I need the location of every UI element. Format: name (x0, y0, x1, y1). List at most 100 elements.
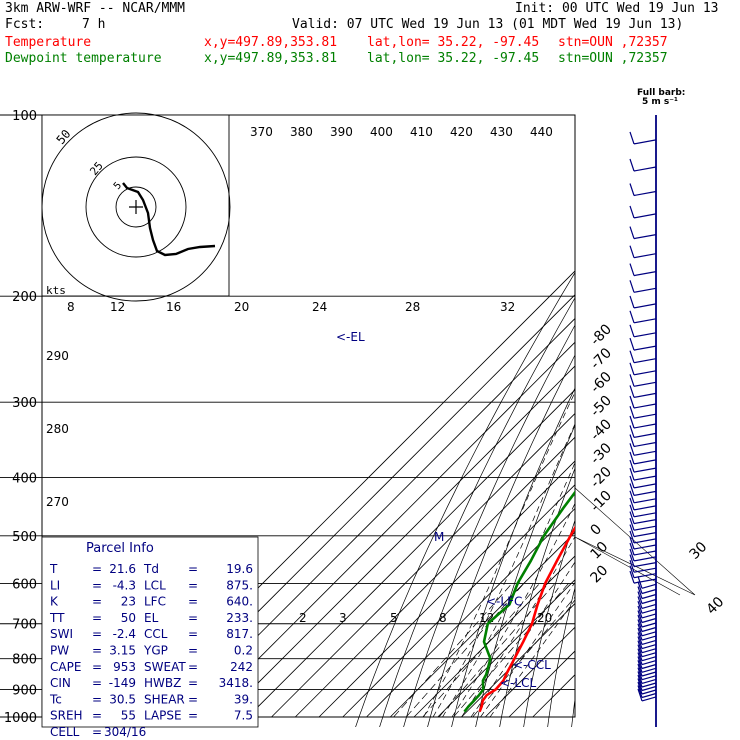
level-annotation: <-LCL (500, 676, 536, 690)
parcel-label: TT (49, 611, 65, 625)
parcel-value: 817. (226, 627, 253, 641)
theta-label: 430 (490, 125, 513, 139)
forecast-hour: 7 h (82, 17, 106, 32)
pressure-tick-label: 1000 (4, 711, 37, 726)
pressure-tick-label: 300 (12, 396, 37, 411)
dewpoint-line (463, 490, 575, 713)
forecast-label: Fcst: (5, 17, 45, 32)
parcel-cell-label: CELL (50, 725, 80, 739)
parcel-label: HWBZ (144, 676, 181, 690)
mixing-ratio-label: 12 (479, 611, 494, 625)
parcel-value: 55 (121, 709, 136, 723)
hodograph-ring-label: 5 (112, 180, 124, 192)
wind-barb (637, 596, 657, 609)
hodograph-ring (85, 156, 187, 258)
wind-barb (629, 530, 657, 544)
isotherm-label: -70 (588, 345, 615, 372)
parcel-equals: = (188, 562, 198, 576)
isotherm-line (294, 436, 575, 718)
dry-adiabat (355, 271, 575, 727)
parcel-value: 19.6 (226, 562, 253, 576)
parcel-label: SWEAT (144, 660, 186, 674)
dry-adiabat (379, 297, 575, 727)
wind-barb (629, 415, 657, 429)
dry-adiabat (644, 115, 740, 730)
wind-barb (637, 681, 657, 695)
isotherm-line (366, 507, 575, 718)
wind-barb (629, 443, 657, 456)
hodo-speed-label: 28 (405, 300, 420, 314)
temp-legend-stn: stn=OUN ,72357 (558, 35, 668, 50)
wind-barb (629, 524, 657, 538)
isotherm-line (271, 412, 575, 718)
wind-barb (629, 467, 657, 481)
parcel-value: 7.5 (234, 709, 253, 723)
dry-adiabat (668, 115, 740, 730)
barb-legend-title: Full barb: (637, 88, 685, 98)
wind-barb (637, 656, 657, 670)
dry-adiabat (595, 115, 740, 730)
wind-barb (629, 459, 657, 473)
wind-barb (629, 548, 657, 562)
hodo-speed-label: 20 (234, 300, 249, 314)
moist-adiabat (423, 391, 575, 718)
wind-barb (629, 226, 657, 240)
moist-adiabat (480, 581, 575, 718)
isotherm-line (484, 626, 575, 718)
profiles (463, 490, 575, 713)
wind-barb (629, 350, 657, 364)
wind-barb (629, 280, 657, 293)
wind-barb (629, 310, 657, 324)
isotherm-line (413, 555, 575, 718)
theta-label: 410 (410, 125, 433, 139)
theta-label: 380 (290, 125, 313, 139)
wind-barb (637, 605, 657, 619)
parcel-info-box: Parcel Info T = 21.6 Td = 19.6 LI = -4.3 LCL = 875.… (41, 536, 259, 739)
dew-legend-stn: stn=OUN ,72357 (558, 51, 668, 66)
parcel-equals: = (188, 676, 198, 690)
isotherm-line (223, 365, 575, 718)
mixing-ratio-label: 8 (439, 611, 447, 625)
parcel-value: 3418. (219, 676, 253, 690)
isotherm-label: -40 (588, 416, 615, 443)
isotherm-line (176, 317, 575, 718)
hodograph-ring (115, 186, 157, 228)
isotherm-label: -30 (588, 440, 615, 467)
moist-adiabat (489, 599, 575, 718)
wind-barb (629, 451, 657, 465)
wind-barb (629, 337, 657, 351)
parcel-label: EL (144, 611, 159, 625)
plot-border (41, 114, 576, 718)
parcel-label: LI (50, 578, 60, 592)
parcel-value: 953 (113, 660, 136, 674)
dew-legend-latlon: lat,lon= 35.22, -97.45 (367, 51, 540, 66)
parcel-value: 3.15 (109, 644, 136, 658)
parcel-label: CCL (144, 627, 168, 641)
theta-label: 370 (250, 125, 273, 139)
plot-frame (41, 114, 696, 718)
wind-barb (629, 504, 657, 518)
level-annotation: <-LFC (486, 594, 522, 608)
parcel-value: -2.4 (113, 627, 136, 641)
parcel-value: 875. (226, 578, 253, 592)
wind-barb (629, 295, 657, 309)
pressure-tick-label: 100 (12, 109, 37, 124)
wind-barbs (629, 115, 657, 727)
hodo-speed-label: 16 (166, 300, 181, 314)
isotherm-label: 20 (588, 562, 612, 586)
parcel-info-title: Parcel Info (86, 541, 154, 556)
parcel-value: 233. (226, 611, 253, 625)
parcel-label: CAPE (50, 660, 81, 674)
level-annotation: M (434, 530, 444, 544)
isotherm-label: 10 (588, 539, 612, 563)
parcel-equals: = (188, 611, 198, 625)
parcel-label: PW (50, 644, 69, 658)
wind-barb (629, 131, 657, 145)
isotherm-label: 40 (704, 594, 728, 618)
parcel-value: 50 (121, 611, 136, 625)
wind-barb (629, 263, 657, 277)
dew-legend-xy: x,y=497.89,353.81 (204, 51, 338, 66)
init-time: Init: 00 UTC Wed 19 Jun 13 (515, 1, 719, 16)
dry-adiabat (523, 519, 575, 727)
